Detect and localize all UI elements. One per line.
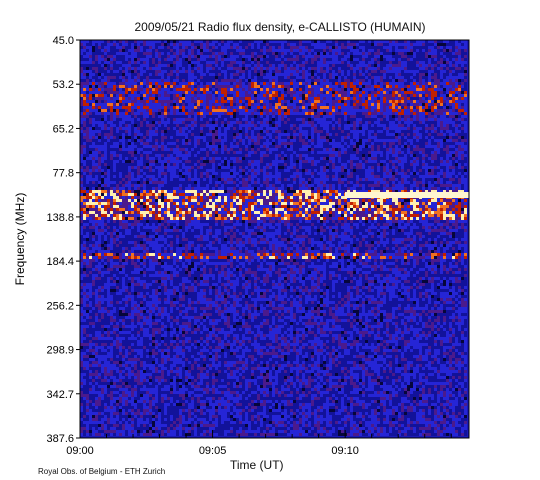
y-tick-label: 342.7 bbox=[46, 389, 74, 401]
x-axis: 09:00 09:05 09:10 bbox=[66, 430, 452, 457]
x-tick-label: 09:00 bbox=[66, 445, 94, 457]
burst-streak bbox=[345, 192, 469, 198]
y-axis-label: Frequency (MHz) bbox=[13, 193, 27, 286]
y-tick-label: 77.8 bbox=[53, 168, 74, 180]
y-tick-label: 387.6 bbox=[46, 433, 74, 445]
y-tick-label: 138.8 bbox=[46, 212, 74, 224]
chart-title: 2009/05/21 Radio flux density, e-CALLIST… bbox=[134, 20, 426, 34]
plot-frame bbox=[79, 39, 470, 439]
x-axis-label: Time (UT) bbox=[230, 458, 284, 472]
x-tick-label: 09:10 bbox=[331, 445, 359, 457]
y-tick-label: 298.9 bbox=[46, 345, 74, 357]
y-tick-label: 65.2 bbox=[53, 123, 74, 135]
y-axis: 45.0 53.2 65.2 77.8 138.8 184.4 256.2 298.9 342.… bbox=[46, 35, 80, 445]
x-tick-label: 09:05 bbox=[199, 445, 227, 457]
y-tick-label: 184.4 bbox=[46, 256, 74, 268]
y-tick-label: 53.2 bbox=[53, 79, 74, 91]
credit-text: Royal Obs. of Belgium - ETH Zurich bbox=[38, 467, 166, 476]
spectrogram-heatmap bbox=[80, 40, 469, 438]
y-tick-label: 256.2 bbox=[46, 300, 74, 312]
y-tick-label: 45.0 bbox=[53, 35, 74, 47]
